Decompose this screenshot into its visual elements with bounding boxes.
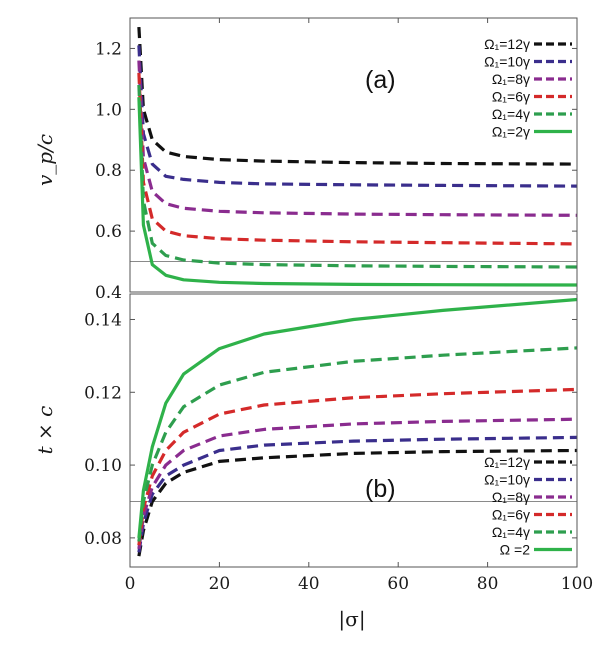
panel-b-ytick-label: 0.10	[84, 456, 122, 476]
panel-b-series-group	[137, 297, 578, 557]
panel-a-series-group	[137, 27, 578, 287]
panel-a-legend-label-6: Ω₁=6γ	[492, 89, 530, 105]
panel-b-ytick-label: 0.14	[84, 310, 122, 330]
panel-a-legend-label-12: Ω₁=12γ	[484, 36, 530, 52]
panel-a-legend-label-4: Ω₁=4γ	[492, 106, 530, 122]
panel-b: 0.08 0.10 0.12 0.14 0 20 40 60 80 100 (b) Ω₁=12γ…	[84, 18, 593, 594]
panel-a-legend-label-8: Ω₁=8γ	[492, 71, 530, 87]
panel-b-legend-label-8: Ω₁=8γ	[492, 489, 530, 505]
panel-a-legend-label-2: Ω₁=2γ	[492, 124, 530, 140]
panel-a-ytick-label: 0.6	[95, 222, 122, 242]
panel-b-y-axis-label: t × c	[33, 406, 57, 455]
panel-a-ytick-label: 0.4	[95, 283, 122, 303]
panel-a-y-ticks: 0.4 0.6 0.8 1.0 1.2	[95, 39, 577, 303]
panel-b-series-4	[137, 346, 578, 542]
panel-b-series-6	[137, 387, 578, 546]
x-tick-label: 100	[561, 574, 593, 594]
panel-b-label: (b)	[365, 475, 396, 503]
panel-b-ytick-label: 0.08	[84, 529, 122, 549]
panel-b-legend-label-12: Ω₁=12γ	[484, 454, 530, 470]
panel-a-series-10	[137, 45, 578, 188]
panel-b-legend-label-10: Ω₁=10γ	[484, 472, 530, 488]
panel-b-series-10	[137, 435, 578, 553]
panel-a-series-12	[137, 27, 578, 166]
x-tick-label: 0	[125, 574, 136, 594]
panel-a-series-2	[137, 97, 578, 287]
panel-a-series-8	[137, 60, 578, 217]
panel-b-series-2	[137, 297, 578, 539]
panel-a-y-axis-label: v_p/c	[33, 134, 57, 186]
panel-a-frame	[129, 17, 578, 293]
panel-a-series-6	[137, 72, 578, 246]
x-axis-label: |σ|	[338, 607, 365, 632]
x-tick-label: 40	[298, 574, 320, 594]
panel-b-legend-label-2: Ω =2	[500, 542, 531, 558]
panel-a: 0.40.60.81.01.2 (a) Ω₁=12γΩ₁=10γΩ₁=8γΩ₁=…	[95, 17, 578, 303]
panel-a-label: (a)	[365, 66, 396, 94]
panel-b-y-ticks: 0.08 0.10 0.12 0.14	[84, 310, 577, 549]
panel-a-ytick-label: 0.8	[95, 161, 122, 181]
panel-b-frame	[129, 293, 578, 568]
panel-a-ytick-label: 1.0	[95, 100, 122, 120]
panel-b-ytick-label: 0.12	[84, 383, 122, 403]
panel-a-ytick-label: 1.2	[95, 39, 122, 59]
x-tick-label: 60	[387, 574, 409, 594]
panel-b-legend-label-4: Ω₁=4γ	[492, 524, 530, 540]
panel-a-series-4	[137, 84, 578, 269]
x-tick-label: 20	[209, 574, 231, 594]
panel-b-legend-label-6: Ω₁=6γ	[492, 507, 530, 523]
panel-b-series-12	[137, 448, 578, 557]
x-axis-ticks: 0 20 40 60 80 100	[125, 18, 593, 594]
x-tick-label: 80	[477, 574, 499, 594]
panel-b-series-8	[137, 417, 578, 550]
panel-a-legend-label-10: Ω₁=10γ	[484, 54, 530, 70]
